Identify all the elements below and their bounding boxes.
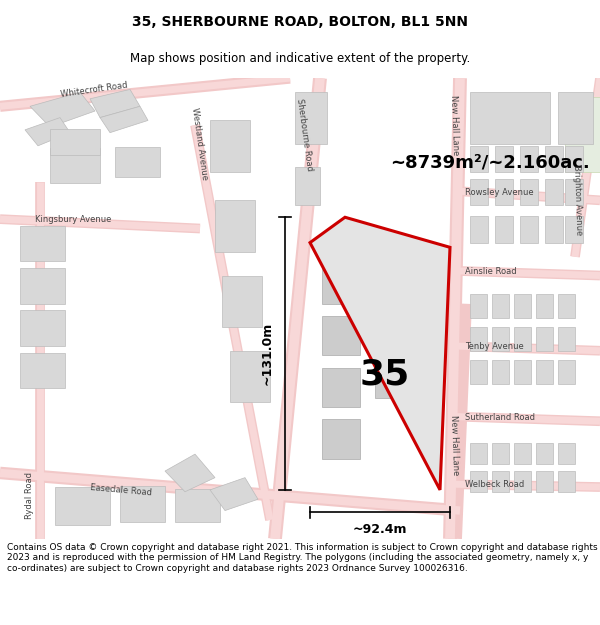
Bar [536, 360, 553, 384]
Bar [565, 146, 583, 172]
Bar [470, 146, 488, 172]
Polygon shape [100, 106, 148, 132]
Bar [470, 294, 487, 318]
Text: ~92.4m: ~92.4m [353, 523, 407, 536]
Text: Kingsbury Avenue: Kingsbury Avenue [35, 214, 112, 224]
Bar [295, 92, 327, 144]
Bar [514, 294, 531, 318]
Bar [215, 201, 255, 252]
Bar [20, 311, 65, 346]
Bar [558, 360, 575, 384]
Bar [210, 121, 250, 172]
Polygon shape [310, 217, 450, 490]
Text: Map shows position and indicative extent of the property.: Map shows position and indicative extent… [130, 52, 470, 65]
Text: Tenby Avenue: Tenby Avenue [465, 342, 524, 351]
Bar [558, 92, 593, 144]
Bar [558, 294, 575, 318]
Bar [536, 443, 553, 464]
Bar [115, 147, 160, 177]
Text: Westland Avenue: Westland Avenue [190, 107, 209, 181]
Bar [492, 360, 509, 384]
Bar [545, 146, 563, 172]
Polygon shape [165, 454, 215, 492]
Text: 35: 35 [360, 357, 410, 391]
Bar [55, 487, 110, 524]
Text: Contains OS data © Crown copyright and database right 2021. This information is : Contains OS data © Crown copyright and d… [7, 543, 598, 573]
Bar [470, 92, 550, 144]
Bar [514, 471, 531, 492]
Text: 35, SHERBOURNE ROAD, BOLTON, BL1 5NN: 35, SHERBOURNE ROAD, BOLTON, BL1 5NN [132, 15, 468, 29]
Bar [50, 129, 100, 155]
Bar [20, 352, 65, 388]
Text: ~131.0m: ~131.0m [260, 322, 274, 385]
Bar [558, 328, 575, 351]
Bar [20, 268, 65, 304]
Bar [565, 179, 583, 205]
Bar [520, 146, 538, 172]
Bar [492, 471, 509, 492]
Bar [175, 489, 220, 522]
Bar [545, 216, 563, 242]
Bar [514, 443, 531, 464]
Bar [520, 179, 538, 205]
Polygon shape [30, 92, 95, 127]
Bar [514, 360, 531, 384]
Bar [520, 216, 538, 242]
Text: Sutherland Road: Sutherland Road [465, 413, 535, 422]
Polygon shape [25, 118, 70, 146]
Bar [20, 226, 65, 261]
Text: Easedale Road: Easedale Road [90, 482, 152, 497]
Text: Ainslie Road: Ainslie Road [465, 268, 517, 276]
Bar [222, 276, 262, 328]
Text: New Hall Lane: New Hall Lane [449, 95, 461, 156]
Bar [230, 351, 270, 403]
Bar [470, 443, 487, 464]
Bar [495, 146, 513, 172]
Bar [295, 168, 320, 205]
Bar [492, 328, 509, 351]
Text: New Hall Lane: New Hall Lane [449, 414, 461, 475]
Bar [495, 179, 513, 205]
Bar [565, 216, 583, 242]
Bar [558, 443, 575, 464]
Bar [470, 328, 487, 351]
Bar [322, 264, 360, 304]
Bar [322, 419, 360, 459]
Bar [545, 179, 563, 205]
Polygon shape [90, 89, 140, 118]
Text: Rydal Road: Rydal Road [25, 472, 35, 519]
Bar [565, 97, 600, 172]
Text: ~8739m²/~2.160ac.: ~8739m²/~2.160ac. [390, 154, 590, 172]
Polygon shape [210, 478, 258, 511]
Bar [536, 328, 553, 351]
Bar [470, 216, 488, 242]
Text: Rowsley Avenue: Rowsley Avenue [465, 188, 533, 198]
Bar [375, 266, 413, 299]
Bar [375, 318, 413, 351]
Bar [50, 148, 100, 183]
Bar [370, 264, 398, 285]
Bar [492, 443, 509, 464]
Bar [470, 360, 487, 384]
Bar [492, 294, 509, 318]
Bar [120, 486, 165, 522]
Text: Whitecroft Road: Whitecroft Road [60, 81, 128, 99]
Bar [536, 294, 553, 318]
Bar [322, 368, 360, 407]
Text: Sherbourne Road: Sherbourne Road [295, 98, 314, 171]
Bar [514, 328, 531, 351]
Text: Welbeck Road: Welbeck Road [465, 480, 524, 489]
Bar [470, 179, 488, 205]
Bar [495, 216, 513, 242]
Bar [322, 316, 360, 356]
Bar [558, 471, 575, 492]
Bar [375, 365, 413, 398]
Bar [470, 471, 487, 492]
Bar [536, 471, 553, 492]
Text: Brighton Avenue: Brighton Avenue [572, 165, 584, 236]
